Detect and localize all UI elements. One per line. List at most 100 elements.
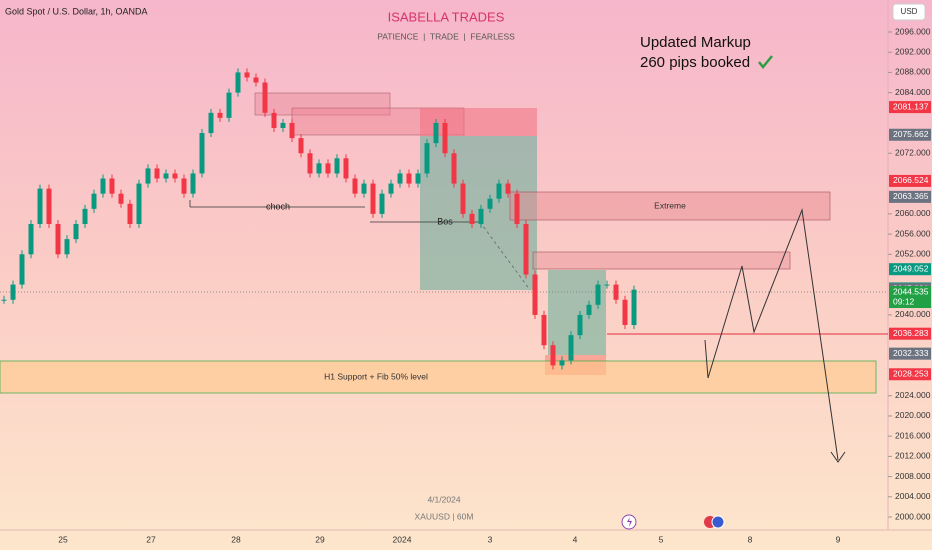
x-tick-label: 25 <box>58 534 68 544</box>
candle <box>361 183 367 194</box>
price-tag-label: 2049.052 <box>893 263 929 273</box>
x-tick-label: 2024 <box>393 534 412 544</box>
candle <box>145 168 151 184</box>
candle <box>388 183 394 194</box>
x-tick-label: 3 <box>488 534 493 544</box>
candle <box>424 143 430 174</box>
candle <box>433 122 439 144</box>
candle <box>82 208 88 224</box>
candle <box>289 122 295 139</box>
price-tag <box>889 327 931 340</box>
zone <box>532 251 791 270</box>
x-tick-label: 4 <box>573 534 578 544</box>
currency-button[interactable] <box>892 3 926 21</box>
price-tag-label: 2036.283 <box>893 328 929 338</box>
candle <box>28 223 34 255</box>
candle <box>613 284 619 300</box>
candle <box>136 183 142 224</box>
price-tag <box>889 128 931 141</box>
brand: ISABELLA TRADES <box>388 9 505 24</box>
extreme-label: Extreme <box>654 200 686 210</box>
candle <box>406 173 412 184</box>
price-tag <box>889 174 931 187</box>
candle <box>244 72 250 78</box>
y-tick-label: 2024.000 <box>895 390 931 400</box>
watermark-ticker: XAUUSD | 60M <box>415 511 474 521</box>
y-tick-label: 2012.000 <box>895 451 931 461</box>
candle <box>37 188 43 224</box>
news-icon[interactable] <box>711 515 725 529</box>
candle <box>487 198 493 209</box>
event-icon <box>627 517 632 527</box>
y-tick-label: 2088.000 <box>895 67 931 77</box>
candle <box>451 153 457 184</box>
extreme-zone <box>509 191 831 221</box>
symbol: Gold Spot / U.S. Dollar, 1h, OANDA <box>5 6 148 16</box>
y-tick-label: 2056.000 <box>895 228 931 238</box>
candle <box>10 284 16 300</box>
candle <box>271 112 277 128</box>
candle <box>397 173 403 184</box>
y-tick-label: 2060.000 <box>895 208 931 218</box>
candle <box>478 208 484 224</box>
candle <box>109 178 115 194</box>
y-tick-label: 2040.000 <box>895 309 931 319</box>
stop-zone <box>420 108 537 136</box>
x-tick-label: 9 <box>836 534 841 544</box>
candle <box>73 223 79 240</box>
candle <box>370 183 376 214</box>
price-tag <box>889 101 931 114</box>
y-tick-label: 2016.000 <box>895 430 931 440</box>
candle <box>595 284 601 305</box>
candle <box>1 299 7 301</box>
markup-title: Updated Markup <box>640 34 751 51</box>
candle <box>604 284 610 286</box>
candle <box>118 193 124 204</box>
candle <box>172 173 178 179</box>
y-tick-label: 2096.000 <box>895 26 931 36</box>
candle <box>550 345 556 366</box>
candle <box>307 153 313 174</box>
candle <box>127 203 133 224</box>
candle <box>181 178 187 194</box>
candle <box>208 112 214 134</box>
price-tag <box>889 286 931 309</box>
candle <box>100 178 106 194</box>
check-icon <box>758 55 773 69</box>
y-tick-label: 2008.000 <box>895 471 931 481</box>
price-tag-label: 2066.524 <box>893 175 929 185</box>
candle <box>631 289 637 326</box>
candle <box>352 178 358 194</box>
price-tag-label: 2044.535 <box>893 286 929 296</box>
candle <box>496 183 502 199</box>
candle <box>541 314 547 346</box>
candle <box>460 183 466 214</box>
candle <box>91 193 97 209</box>
price-tag <box>889 347 931 360</box>
price-tag-label: 2032.333 <box>893 348 929 358</box>
x-tick-label: 27 <box>146 534 156 544</box>
candle <box>505 183 511 194</box>
candle <box>586 304 592 315</box>
y-tick-label: 2020.000 <box>895 410 931 420</box>
currency[interactable]: USD <box>901 7 918 16</box>
motto: PATIENCE | TRADE | FEARLESS <box>377 31 515 41</box>
candle <box>190 173 196 194</box>
x-tick-label: 8 <box>748 534 753 544</box>
candle <box>55 223 61 255</box>
support-label: H1 Support + Fib 50% level <box>324 371 428 381</box>
price-tag <box>889 263 931 276</box>
price-tag <box>889 368 931 381</box>
candle <box>316 163 322 174</box>
price-tag <box>889 190 931 203</box>
candle <box>442 122 448 154</box>
candle <box>514 193 520 224</box>
candle <box>334 158 340 174</box>
x-tick-label: 29 <box>315 534 325 544</box>
candle <box>217 112 223 118</box>
y-tick-label: 2000.000 <box>895 511 931 521</box>
y-tick-label: 2092.000 <box>895 46 931 56</box>
markup-result: 260 pips booked <box>640 54 750 71</box>
candle <box>577 314 583 336</box>
